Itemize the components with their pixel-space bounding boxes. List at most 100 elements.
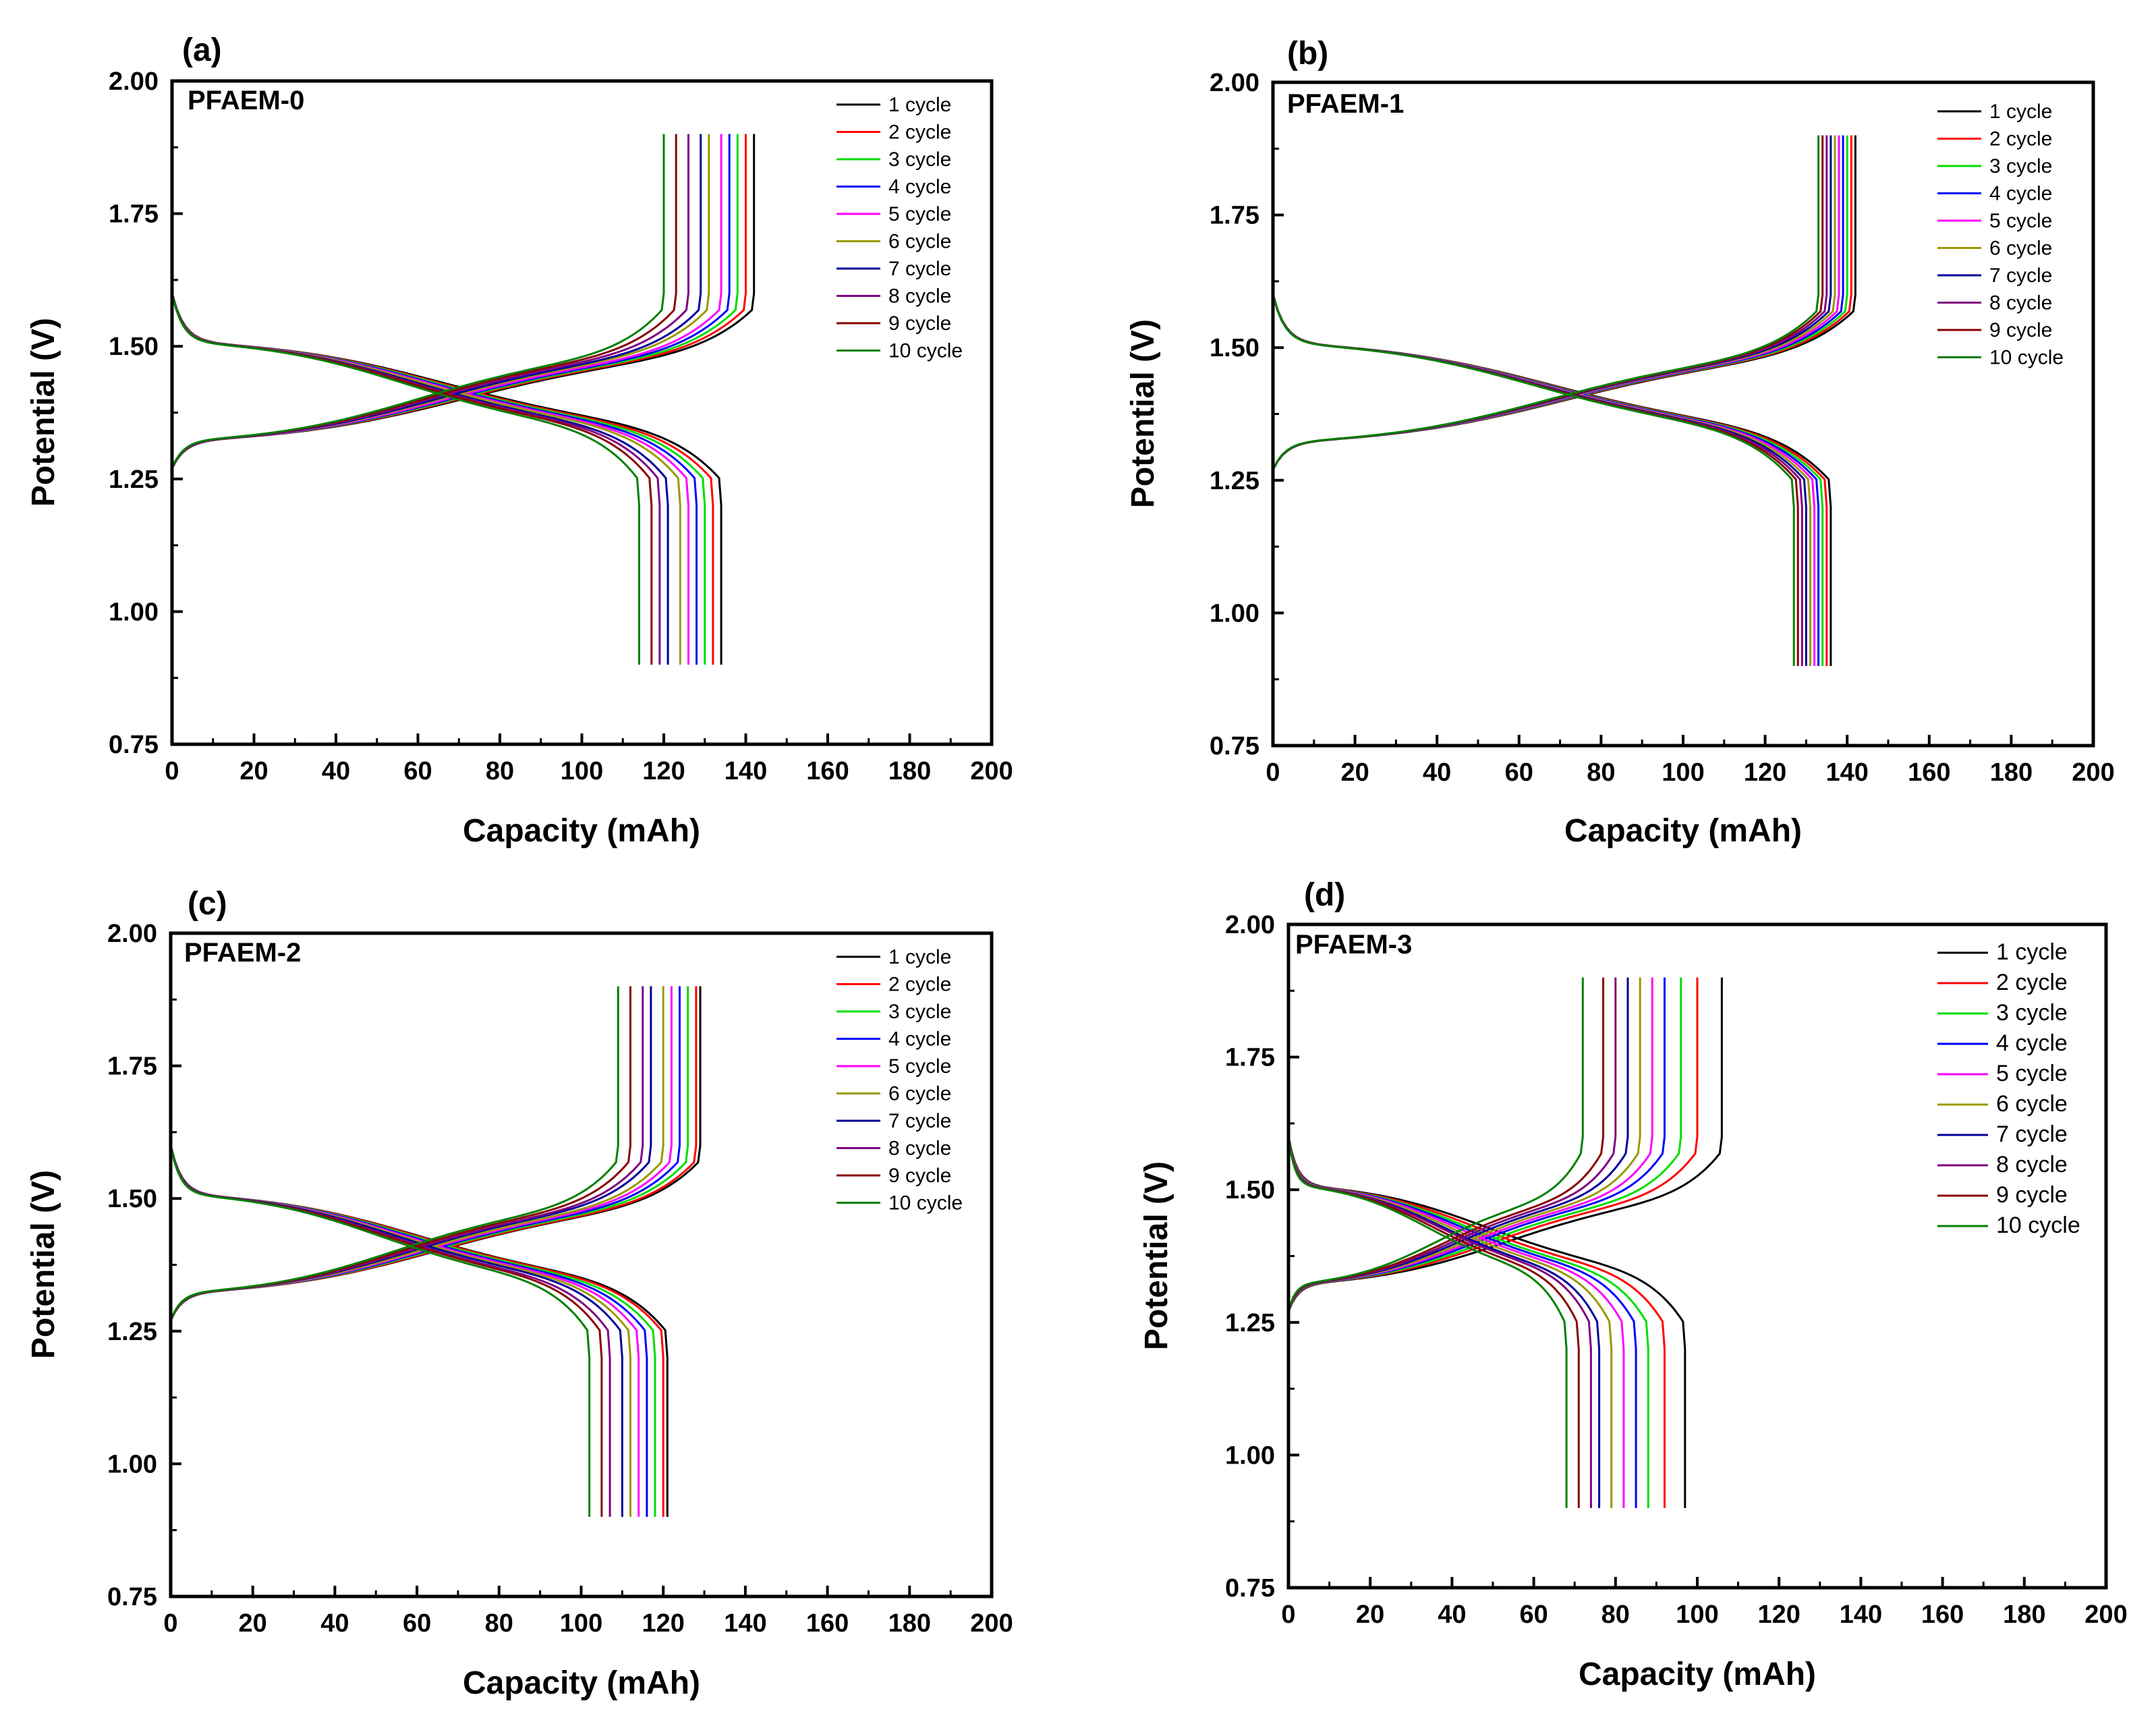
y-tick-label: 1.50 [109,333,159,361]
x-axis-title: Capacity (mAh) [463,813,700,849]
legend-entry: 2 cycle [888,974,951,996]
charge-curve-3 [169,986,689,1321]
legend-entry: 3 cycle [1989,155,2052,177]
charge-curve-5 [171,134,722,469]
y-tick-label: 0.75 [107,1583,157,1611]
charge-curve-3 [1272,135,1848,470]
discharge-curve-9 [169,1145,603,1517]
discharge-curve-2 [1272,294,1828,666]
plot-frame [1271,80,2095,748]
x-tick-label: 40 [1438,1601,1466,1629]
legend-entry: 7 cycle [888,1110,951,1132]
y-axis-title: Potential (V) [1139,1161,1174,1350]
y-tick-label: 1.75 [1225,1044,1275,1072]
y-tick-label: 2.00 [1225,911,1275,939]
x-tick-label: 120 [1744,758,1786,787]
x-tick-label: 100 [561,757,603,785]
discharge-curve-10 [171,293,640,665]
charge-curve-10 [169,986,619,1321]
legend-entry: 6 cycle [888,231,951,253]
charge-curve-2 [1272,135,1852,470]
charge-curve-8 [1272,135,1828,470]
x-tick-label: 160 [806,1609,849,1638]
legend-entry: 7 cycle [1989,265,2052,287]
discharge-curve-7 [1272,294,1807,666]
discharge-curve-9 [171,293,653,665]
ticks: 0 20 40 60 80 100 120 140 160 180 200 0.75 1.00 1.25 1… [1225,911,2128,1629]
y-tick-label: 1.50 [1210,334,1259,362]
sample-label: PFAEM-0 [188,86,304,115]
discharge-curve-10 [1287,1136,1568,1508]
y-tick-label: 1.50 [107,1185,157,1213]
legend-entry: 1 cycle [1989,101,2052,123]
discharge-curve-7 [169,1145,623,1517]
x-tick-label: 100 [560,1609,602,1638]
x-tick-label: 100 [1676,1601,1718,1629]
charge-curve-6 [171,134,710,469]
x-tick-label: 20 [1340,758,1369,787]
discharge-curve-6 [1272,294,1811,666]
legend-entry: 9 cycle [1989,319,2052,341]
charge-curve-5 [1272,135,1840,470]
charge-curve-1 [1272,135,1856,470]
legend-entry: 4 cycle [888,176,951,198]
discharge-curve-8 [1272,294,1803,666]
y-tick-label: 0.75 [1210,732,1259,760]
x-tick-label: 120 [642,1609,684,1638]
x-tick-label: 180 [2003,1601,2045,1629]
x-tick-label: 160 [806,757,849,785]
x-tick-label: 20 [239,757,268,785]
charge-curve-1 [171,134,756,469]
legend-entry: 7 cycle [1996,1121,2068,1147]
legend-entry: 8 cycle [1989,292,2052,314]
legend-entry: 9 cycle [888,1165,951,1187]
y-tick-label: 1.25 [1210,467,1259,495]
legend-entry: 6 cycle [1996,1091,2068,1117]
legend: 1 cycle 2 cycle 3 cycle 4 cycle 5 cycle 6 cyc… [1937,101,2064,369]
sample-label: PFAEM-1 [1287,89,1404,119]
plot-frame [1286,922,2108,1590]
x-tick-label: 60 [1505,758,1533,787]
legend-entry: 8 cycle [888,285,951,308]
legend-entry: 1 cycle [888,94,951,116]
y-tick-label: 1.00 [109,598,159,626]
x-axis-title: Capacity (mAh) [463,1665,700,1701]
y-tick-label: 1.75 [1210,202,1259,230]
panel-c: (c) PFAEM-2 0 20 40 60 80 100 120 140 160 180 2000… [26,886,1013,1701]
discharge-curve-10 [169,1145,591,1517]
charge-curve-1 [169,986,702,1321]
y-axis-title: Potential (V) [26,318,61,507]
panel-a: (a) PFAEM-0 0 20 40 60 80 100 120 140 160 180 2000… [26,32,1013,849]
x-tick-label: 80 [485,1609,513,1638]
ticks: 0 20 40 60 80 100 120 140 160 180 200 0.75 1.00 1.25 1… [1210,69,2115,787]
x-axis-title: Capacity (mAh) [1564,813,1802,849]
x-tick-label: 80 [1587,758,1615,787]
charge-curve-3 [1287,977,1682,1312]
legend-entry: 2 cycle [888,121,951,144]
panel-label: (d) [1304,877,1345,913]
charge-curve-7 [171,134,702,469]
discharge-curve-8 [171,293,661,665]
charge-curve-4 [1272,135,1844,470]
charge-curve-5 [169,986,673,1321]
legend-entry: 8 cycle [888,1138,951,1160]
charge-curve-4 [171,134,731,469]
sample-label: PFAEM-3 [1295,930,1412,960]
x-tick-label: 200 [2072,758,2114,787]
y-tick-label: 1.75 [109,200,159,229]
discharge-curve-8 [169,1145,611,1517]
x-tick-label: 180 [1990,758,2033,787]
legend-entry: 2 cycle [1989,128,2052,150]
x-tick-label: 180 [888,1609,931,1638]
legend-entry: 1 cycle [888,946,951,968]
x-tick-label: 60 [403,757,432,785]
y-tick-label: 2.00 [109,67,159,96]
x-tick-label: 40 [1423,758,1451,787]
ticks: 0 20 40 60 80 100 120 140 160 180 200 0.75 1.00 1.25 1… [109,67,1013,785]
charge-curve-2 [1287,977,1699,1312]
legend-entry: 10 cycle [888,1192,963,1215]
legend-entry: 4 cycle [1989,183,2052,205]
x-tick-label: 20 [1356,1601,1384,1629]
y-tick-label: 2.00 [107,920,157,948]
